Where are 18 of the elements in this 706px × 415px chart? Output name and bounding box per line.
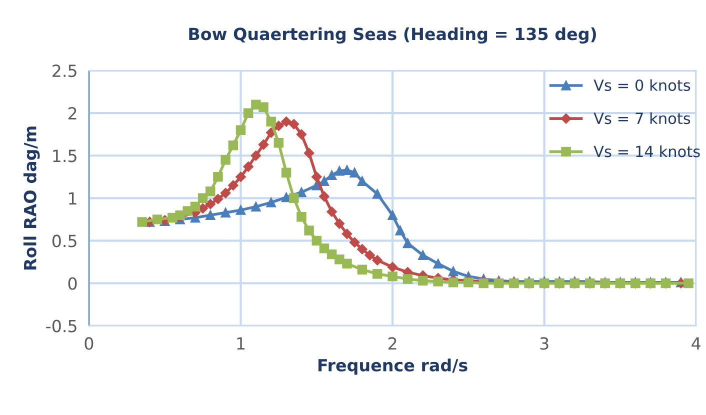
y-axis-title: Roll RAO dag/m bbox=[24, 126, 40, 270]
chart-title: Bow Quaertering Seas (Heading = 135 deg) bbox=[189, 27, 596, 44]
legend-label: Vs = 7 knots bbox=[594, 112, 690, 124]
x-axis-title: Frequence rad/s bbox=[318, 358, 468, 375]
y-tick-label: 1 bbox=[69, 192, 76, 204]
y-tick-label: 1.5 bbox=[53, 150, 76, 162]
y-tick-label: -0.5 bbox=[46, 320, 76, 332]
x-tick-label: 2 bbox=[388, 337, 396, 350]
x-tick-label: 0 bbox=[84, 337, 94, 350]
y-tick-label: 2.5 bbox=[52, 64, 76, 78]
y-tick-label: 0.5 bbox=[52, 234, 76, 248]
legend-label: Vs = 14 knots bbox=[594, 145, 700, 158]
y-tick-label: 0 bbox=[68, 277, 77, 290]
x-tick-label: 1 bbox=[237, 337, 245, 350]
x-tick-label: 3 bbox=[540, 337, 548, 350]
y-tick-label: 2 bbox=[68, 107, 76, 120]
x-tick-label: 4 bbox=[692, 337, 700, 350]
legend-label: Vs = 0 knots bbox=[594, 79, 690, 92]
